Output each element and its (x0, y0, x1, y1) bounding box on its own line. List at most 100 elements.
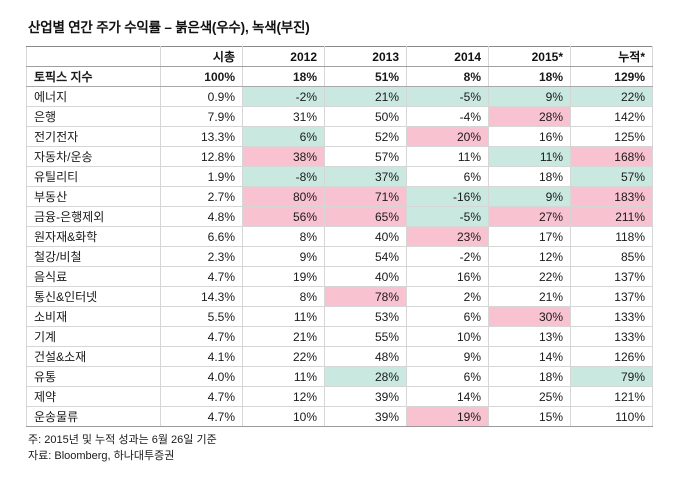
row-label: 원자재&화학 (26, 226, 161, 247)
table-row: 금융-은행제외 4.8% 56% 65% -5% 27% 211% (26, 206, 653, 227)
value-cell: 39% (324, 386, 407, 407)
row-label: 토픽스 지수 (26, 66, 161, 87)
value-cell: 40% (324, 266, 407, 287)
report-page: 산업별 연간 주가 수익률 – 붉은색(우수), 녹색(부진) 시총 2012 20… (26, 20, 653, 462)
value-cell: 25% (488, 386, 571, 407)
table-row: 자동차/운송 12.8% 38% 57% 11% 11% 168% (26, 146, 653, 167)
value-cell: 7.9% (160, 106, 243, 127)
value-cell: 52% (324, 126, 407, 147)
value-cell: 30% (488, 306, 571, 327)
table-row: 부동산 2.7% 80% 71% -16% 9% 183% (26, 186, 653, 207)
value-cell: 37% (324, 166, 407, 187)
value-cell: 80% (242, 186, 325, 207)
value-cell: 20% (406, 126, 489, 147)
table-row: 기계 4.7% 21% 55% 10% 13% 133% (26, 326, 653, 347)
value-cell: -2% (242, 86, 325, 107)
value-cell: 6.6% (160, 226, 243, 247)
row-label: 기계 (26, 326, 161, 347)
value-cell: 137% (570, 286, 653, 307)
table-row: 음식료 4.7% 19% 40% 16% 22% 137% (26, 266, 653, 287)
value-cell: 13.3% (160, 126, 243, 147)
table-head: 시총 2012 2013 2014 2015* 누적* (26, 46, 653, 67)
row-label: 건설&소재 (26, 346, 161, 367)
table-row: 건설&소재 4.1% 22% 48% 9% 14% 126% (26, 346, 653, 367)
value-cell: 19% (406, 406, 489, 427)
table-row: 운송물류 4.7% 10% 39% 19% 15% 110% (26, 406, 653, 427)
column-header: 시총 (160, 46, 243, 67)
value-cell: 8% (406, 66, 489, 87)
row-label: 전기전자 (26, 126, 161, 147)
table-row: 제약 4.7% 12% 39% 14% 25% 121% (26, 386, 653, 407)
value-cell: 9% (242, 246, 325, 267)
row-label: 소비재 (26, 306, 161, 327)
value-cell: 18% (488, 166, 571, 187)
value-cell: 14% (406, 386, 489, 407)
value-cell: 6% (406, 366, 489, 387)
value-cell: 15% (488, 406, 571, 427)
value-cell: 71% (324, 186, 407, 207)
value-cell: -5% (406, 86, 489, 107)
value-cell: 21% (488, 286, 571, 307)
value-cell: 133% (570, 306, 653, 327)
value-cell: 0.9% (160, 86, 243, 107)
footnote-basis: 주: 2015년 및 누적 성과는 6월 26일 기준 (28, 434, 217, 446)
value-cell: 16% (488, 126, 571, 147)
table-row: 원자재&화학 6.6% 8% 40% 23% 17% 118% (26, 226, 653, 247)
value-cell: 85% (570, 246, 653, 267)
value-cell: 28% (324, 366, 407, 387)
row-label: 유틸리티 (26, 166, 161, 187)
value-cell: 9% (488, 86, 571, 107)
value-cell: 129% (570, 66, 653, 87)
row-label: 통신&인터넷 (26, 286, 161, 307)
value-cell: 110% (570, 406, 653, 427)
value-cell: 133% (570, 326, 653, 347)
value-cell: 2% (406, 286, 489, 307)
value-cell: 53% (324, 306, 407, 327)
value-cell: 168% (570, 146, 653, 167)
value-cell: 40% (324, 226, 407, 247)
column-header: 2013 (324, 46, 407, 67)
topix-index-row: 토픽스 지수 100% 18% 51% 8% 18% 129% (26, 66, 653, 87)
column-header: 2012 (242, 46, 325, 67)
value-cell: 126% (570, 346, 653, 367)
value-cell: 54% (324, 246, 407, 267)
value-cell: -16% (406, 186, 489, 207)
row-label: 음식료 (26, 266, 161, 287)
value-cell: 4.8% (160, 206, 243, 227)
value-cell: 2.7% (160, 186, 243, 207)
header-row: 시총 2012 2013 2014 2015* 누적* (26, 46, 653, 67)
value-cell: 16% (406, 266, 489, 287)
value-cell: 57% (324, 146, 407, 167)
row-label: 유통 (26, 366, 161, 387)
value-cell: 5.5% (160, 306, 243, 327)
row-label: 에너지 (26, 86, 161, 107)
value-cell: 55% (324, 326, 407, 347)
value-cell: 23% (406, 226, 489, 247)
row-label: 운송물류 (26, 406, 161, 427)
value-cell: 31% (242, 106, 325, 127)
value-cell: 4.7% (160, 266, 243, 287)
footnote-source: 자료: Bloomberg, 하나대투증권 (28, 449, 175, 462)
value-cell: 11% (242, 306, 325, 327)
value-cell: 4.7% (160, 326, 243, 347)
value-cell: 22% (242, 346, 325, 367)
value-cell: 100% (160, 66, 243, 87)
value-cell: 2.3% (160, 246, 243, 267)
value-cell: 125% (570, 126, 653, 147)
value-cell: 18% (488, 66, 571, 87)
value-cell: 6% (242, 126, 325, 147)
value-cell: 27% (488, 206, 571, 227)
value-cell: -5% (406, 206, 489, 227)
value-cell: -8% (242, 166, 325, 187)
value-cell: 12% (488, 246, 571, 267)
value-cell: 10% (406, 326, 489, 347)
column-header: 누적* (570, 46, 653, 67)
value-cell: 19% (242, 266, 325, 287)
value-cell: 1.9% (160, 166, 243, 187)
value-cell: 78% (324, 286, 407, 307)
value-cell: 8% (242, 226, 325, 247)
value-cell: 12% (242, 386, 325, 407)
table-row: 철강/비철 2.3% 9% 54% -2% 12% 85% (26, 246, 653, 267)
table-row: 전기전자 13.3% 6% 52% 20% 16% 125% (26, 126, 653, 147)
table-row: 소비재 5.5% 11% 53% 6% 30% 133% (26, 306, 653, 327)
